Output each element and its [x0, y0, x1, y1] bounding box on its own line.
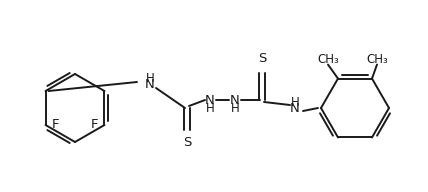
- Text: H: H: [146, 73, 155, 85]
- Text: F: F: [91, 118, 98, 132]
- Text: N: N: [145, 79, 155, 92]
- Text: H: H: [291, 95, 299, 108]
- Text: CH₃: CH₃: [317, 53, 339, 66]
- Text: H: H: [231, 102, 239, 114]
- Text: H: H: [205, 102, 214, 114]
- Text: N: N: [205, 94, 215, 107]
- Text: N: N: [230, 94, 240, 107]
- Text: S: S: [183, 137, 191, 150]
- Text: N: N: [290, 102, 300, 114]
- Text: S: S: [258, 52, 266, 65]
- Text: CH₃: CH₃: [366, 53, 388, 66]
- Text: F: F: [52, 118, 59, 132]
